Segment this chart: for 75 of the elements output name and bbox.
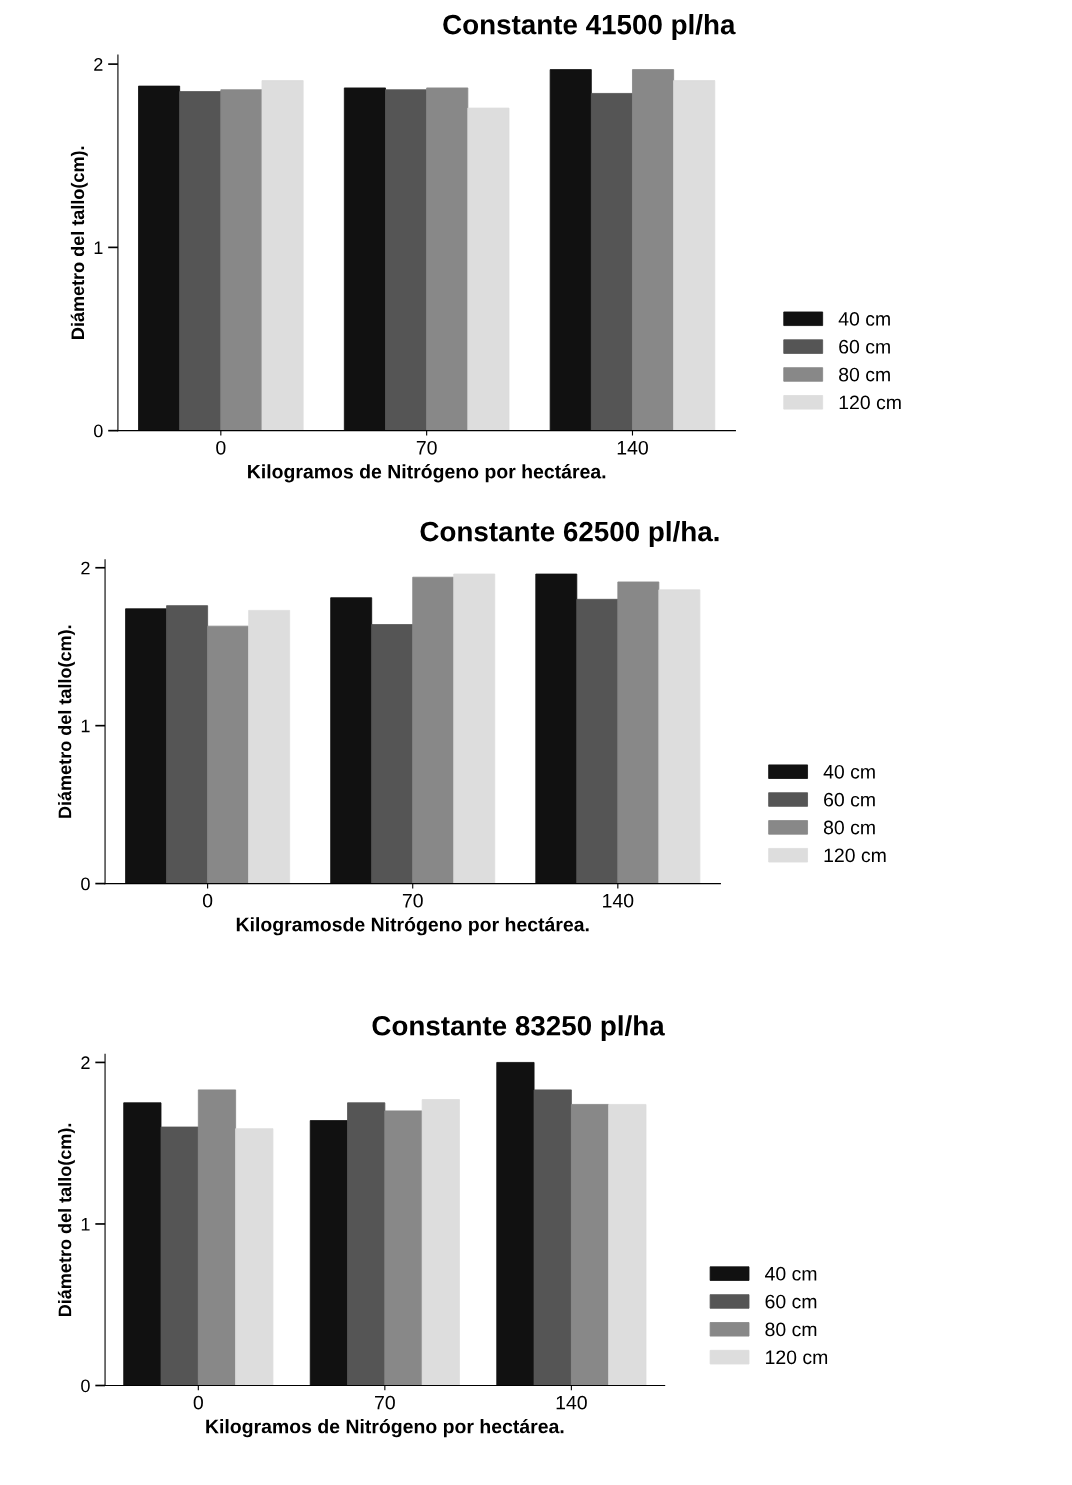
bar — [632, 69, 675, 431]
bar — [309, 1120, 348, 1386]
y-axis-title: Diámetro del tallo(cm). — [57, 1123, 75, 1317]
bar — [179, 91, 222, 431]
legend-label: 60 cm — [839, 339, 890, 354]
bar — [549, 69, 592, 431]
bar — [467, 107, 510, 431]
x-tick-label: 0 — [202, 893, 213, 908]
bar — [426, 87, 469, 431]
bar — [207, 625, 250, 884]
x-axis-title: Kilogramos de Nitrógeno por hectárea. — [206, 1418, 564, 1438]
bar — [658, 589, 701, 884]
x-axis-title: Kilogramos de Nitrógeno por hectárea. — [248, 464, 606, 483]
x-tick-label: 70 — [416, 440, 437, 455]
legend-label: 120 cm — [839, 395, 901, 410]
bar — [330, 597, 373, 884]
bar — [535, 573, 578, 884]
legend-label: 60 cm — [765, 1294, 817, 1309]
bar — [235, 1128, 274, 1386]
x-tick-label: 140 — [603, 893, 634, 908]
x-tick-label: 0 — [216, 440, 226, 455]
chart-title: Constante 83250 pl/ha — [372, 1015, 665, 1042]
y-tick-label: 1 — [81, 719, 90, 733]
bar — [138, 85, 181, 431]
legend-label: 80 cm — [765, 1322, 817, 1337]
bar — [343, 87, 386, 431]
bar — [570, 1104, 610, 1386]
bar — [617, 581, 660, 884]
y-tick-label: 1 — [81, 1218, 90, 1231]
bar — [261, 80, 304, 431]
legend-label: 40 cm — [823, 764, 875, 779]
bar — [125, 608, 168, 884]
bar — [421, 1099, 460, 1386]
bar — [384, 1110, 423, 1386]
y-tick-label: 0 — [94, 424, 103, 438]
bar — [160, 1126, 199, 1386]
bar — [412, 576, 455, 884]
bar — [453, 573, 496, 884]
x-tick-label: 70 — [375, 1395, 395, 1410]
bar — [123, 1102, 162, 1386]
bar — [248, 609, 291, 884]
legend-label: 80 cm — [823, 820, 875, 835]
bar — [533, 1089, 572, 1386]
y-tick-label: 2 — [81, 1056, 90, 1069]
y-axis-title: Diámetro del tallo(cm). — [70, 146, 88, 339]
bar — [371, 624, 414, 884]
x-tick-label: 0 — [193, 1395, 203, 1410]
y-tick-label: 2 — [94, 58, 103, 71]
y-tick-label: 1 — [94, 241, 103, 254]
bar — [608, 1104, 647, 1386]
legend-label: 40 cm — [838, 311, 890, 326]
bar — [347, 1102, 386, 1386]
bar — [673, 80, 716, 431]
legend-label: 120 cm — [824, 848, 886, 863]
y-tick-label: 0 — [81, 877, 90, 891]
chart-title: Constante 62500 pl/ha. — [420, 521, 719, 547]
legend-label: 80 cm — [839, 367, 890, 382]
legend-label: 120 cm — [766, 1350, 828, 1365]
y-tick-label: 0 — [81, 1379, 90, 1393]
chart-title: Constante 41500 pl/ha — [443, 14, 736, 40]
x-tick-label: 140 — [617, 440, 648, 455]
bar — [166, 605, 209, 884]
bar — [576, 598, 619, 884]
y-axis-title: Diámetro del tallo(cm). — [57, 625, 75, 818]
legend-label: 60 cm — [824, 792, 875, 807]
x-tick-label: 140 — [556, 1395, 587, 1410]
x-tick-label: 70 — [402, 893, 423, 908]
bar — [590, 93, 633, 431]
bar — [496, 1062, 535, 1386]
bar — [385, 89, 428, 431]
bar — [220, 89, 263, 431]
y-tick-label: 2 — [81, 561, 90, 575]
legend-label: 40 cm — [765, 1266, 817, 1281]
bar — [197, 1089, 237, 1386]
x-axis-title: Kilogramosde Nitrógeno por hectárea. — [236, 916, 589, 936]
